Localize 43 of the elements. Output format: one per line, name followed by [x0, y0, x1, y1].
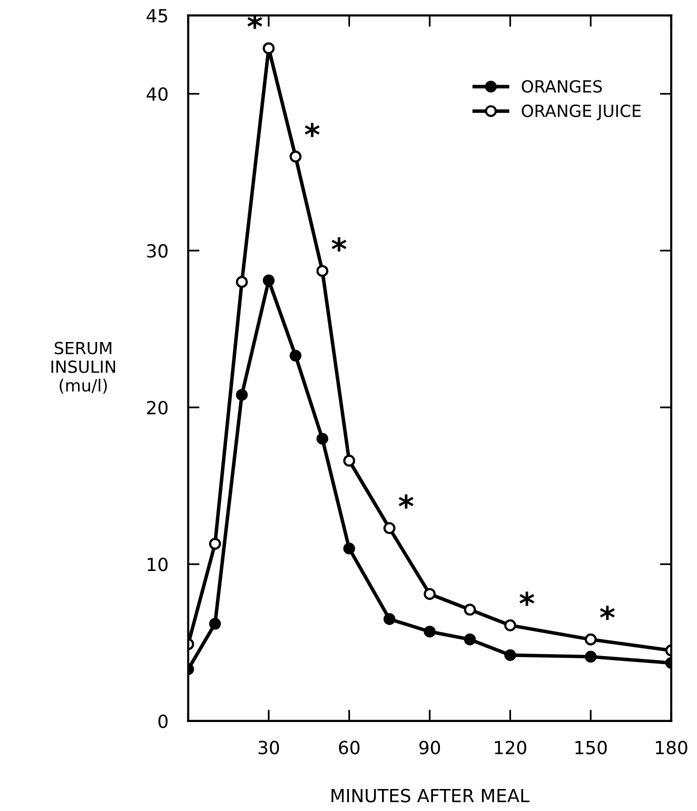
- point: [464, 604, 476, 616]
- point: [262, 274, 275, 286]
- annotation: *: [398, 494, 414, 509]
- x-tick-label: 30: [258, 740, 279, 754]
- x-tick-label: 60: [338, 740, 360, 754]
- point: [343, 542, 356, 554]
- x-tick-label: 150: [575, 740, 607, 754]
- legend-label: ORANGES: [522, 80, 602, 93]
- y-axis-title: SERUM INSULIN (mu/l): [51, 342, 116, 394]
- y-tick-label: 10: [148, 558, 168, 572]
- y-tick-label: 20: [147, 400, 168, 415]
- annotation: *: [304, 122, 320, 138]
- point: [236, 276, 248, 288]
- x-tick-label: 180: [656, 740, 688, 754]
- y-tick-label: 45: [146, 9, 168, 23]
- annotation: *: [600, 606, 615, 620]
- x-tick-label: 90: [419, 740, 440, 754]
- point: [504, 619, 516, 632]
- point: [384, 522, 396, 534]
- point: [504, 649, 516, 662]
- x-axis-title: MINUTES AFTER MEAL: [332, 788, 530, 802]
- point: [464, 634, 476, 646]
- point: [236, 388, 248, 401]
- y-tick-label: 30: [147, 244, 168, 258]
- point: [584, 650, 597, 663]
- point: [262, 42, 275, 54]
- point: [384, 613, 396, 625]
- point: [290, 350, 302, 362]
- legend-label: ORANGE JUICE: [522, 104, 641, 120]
- point: [584, 634, 597, 646]
- y-tick-label: 40: [146, 87, 168, 101]
- annotation: *: [519, 592, 534, 606]
- point: [424, 626, 436, 638]
- x-tick-label: 120: [494, 740, 526, 754]
- point: [316, 265, 328, 277]
- point: [424, 588, 436, 600]
- point: [209, 618, 221, 630]
- annotation: *: [332, 237, 346, 252]
- y-tick-label: 0: [158, 714, 168, 728]
- point: [290, 150, 302, 162]
- point: [316, 432, 328, 445]
- point: [343, 454, 356, 467]
- point: [209, 538, 221, 550]
